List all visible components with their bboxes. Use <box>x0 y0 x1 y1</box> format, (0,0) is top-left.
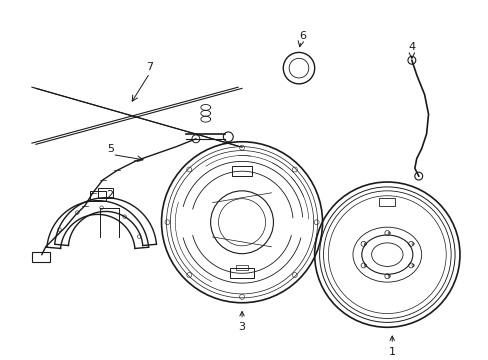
Text: 3: 3 <box>238 311 245 332</box>
Bar <box>379 198 394 206</box>
Bar <box>232 166 251 176</box>
Bar <box>32 252 50 261</box>
Text: 7: 7 <box>146 62 153 72</box>
Text: 5: 5 <box>107 144 114 153</box>
Text: 6: 6 <box>299 31 306 41</box>
Text: 4: 4 <box>407 42 415 53</box>
Bar <box>230 269 253 278</box>
Bar <box>98 188 113 198</box>
Text: 1: 1 <box>388 336 395 357</box>
Bar <box>236 265 247 270</box>
Bar <box>90 191 105 201</box>
Text: 2: 2 <box>106 190 113 200</box>
